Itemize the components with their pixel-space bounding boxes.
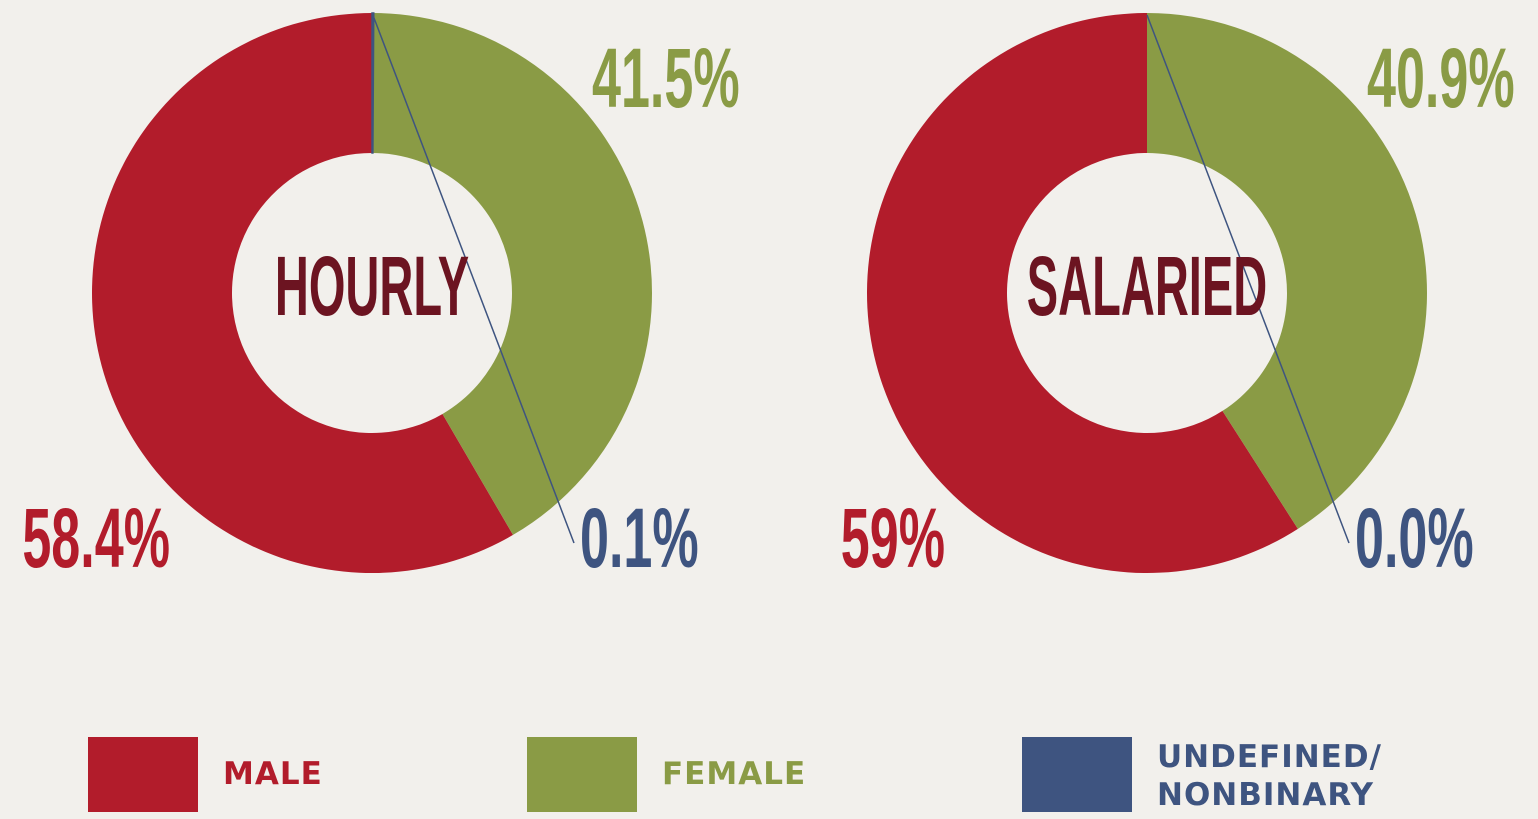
value-label: 40.9% xyxy=(1367,31,1515,125)
donut-slice xyxy=(372,13,653,535)
legend-label: UNDEFINED/ NONBINARY xyxy=(1157,739,1382,813)
legend-swatch xyxy=(527,737,637,812)
leader-line xyxy=(1146,14,1350,544)
value-label: 41.5% xyxy=(592,31,740,125)
value-label: 59% xyxy=(841,491,945,585)
donut-slice xyxy=(371,12,375,154)
legend-swatch xyxy=(88,737,198,812)
donut-slice xyxy=(92,13,514,574)
donut-slice xyxy=(1147,13,1427,529)
legend-swatch xyxy=(1022,737,1132,812)
legend-label: MALE xyxy=(223,756,323,792)
donut-slice xyxy=(866,13,1298,573)
value-label: 0.1% xyxy=(580,491,699,585)
value-label: 0.0% xyxy=(1355,491,1474,585)
legend-label: FEMALE xyxy=(662,756,807,792)
leader-line xyxy=(372,14,575,544)
center-label: SALARIED xyxy=(1027,240,1267,334)
center-label: HOURLY xyxy=(275,240,469,334)
value-label: 58.4% xyxy=(22,491,170,585)
